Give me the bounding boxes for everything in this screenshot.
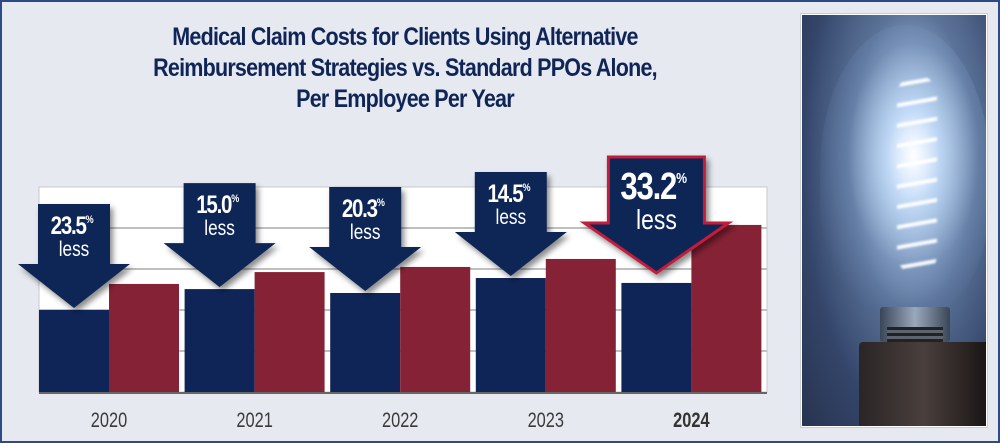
x-tick-label-2023: 2023 — [528, 408, 564, 431]
annotation-value: 20.3% — [342, 194, 385, 222]
bar-alternative-2023 — [475, 278, 546, 392]
bar-standard-ppo-2022 — [400, 266, 471, 392]
arrow-annotation-2023: 14.5%less — [454, 172, 567, 277]
arrow-annotation-2020: 23.5%less — [18, 204, 130, 308]
bar-chart: 23.5%less15.0%less20.3%less14.5%less33.2… — [18, 155, 768, 431]
down-arrow-icon — [454, 172, 567, 277]
down-arrow-icon — [309, 186, 422, 291]
down-arrow-icon — [579, 155, 734, 275]
arrow-annotation-2022: 20.3%less — [309, 186, 422, 291]
bar-standard-ppo-2021 — [254, 272, 325, 392]
annotation-value: 33.2% — [620, 166, 686, 208]
lightbulb-image — [801, 14, 987, 427]
bulb-base — [859, 342, 986, 426]
x-tick-label-2024: 2024 — [673, 408, 710, 431]
annotation-label: less — [636, 205, 677, 236]
bar-alternative-2024 — [621, 282, 692, 392]
bar-standard-ppo-2023 — [545, 258, 616, 392]
chart-title-line-3: Per Employee Per Year — [296, 85, 514, 113]
down-arrow-icon — [18, 204, 130, 308]
down-arrow-icon — [163, 183, 276, 288]
chart-title-line-1: Medical Claim Costs for Clients Using Al… — [172, 23, 638, 51]
x-tick-label-2021: 2021 — [236, 408, 272, 431]
arrow-annotation-2024: 33.2%less — [579, 155, 734, 275]
x-tick-label-2020: 2020 — [91, 408, 127, 431]
bar-standard-ppo-2020 — [109, 283, 179, 392]
annotation-label: less — [204, 218, 235, 241]
chart-title-line-2: Reimbursement Strategies vs. Standard PP… — [153, 54, 658, 82]
bar-standard-ppo-2024 — [691, 224, 762, 392]
annotation-value: 14.5% — [487, 179, 530, 207]
annotation-label: less — [350, 221, 381, 244]
annotation-value: 15.0% — [196, 190, 239, 218]
annotation-label: less — [495, 207, 526, 230]
bar-alternative-2020 — [39, 310, 109, 392]
chart-title: Medical Claim Costs for Clients Using Al… — [91, 22, 719, 115]
bar-alternative-2022 — [330, 292, 401, 392]
arrow-annotation-2021: 15.0%less — [163, 183, 276, 288]
annotation-value: 23.5% — [51, 211, 94, 239]
x-tick-label-2022: 2022 — [382, 408, 418, 431]
annotation-label: less — [59, 239, 90, 262]
bar-alternative-2021 — [184, 289, 255, 392]
bulb-screw-thread — [887, 327, 943, 343]
bulb-filament — [897, 75, 937, 275]
